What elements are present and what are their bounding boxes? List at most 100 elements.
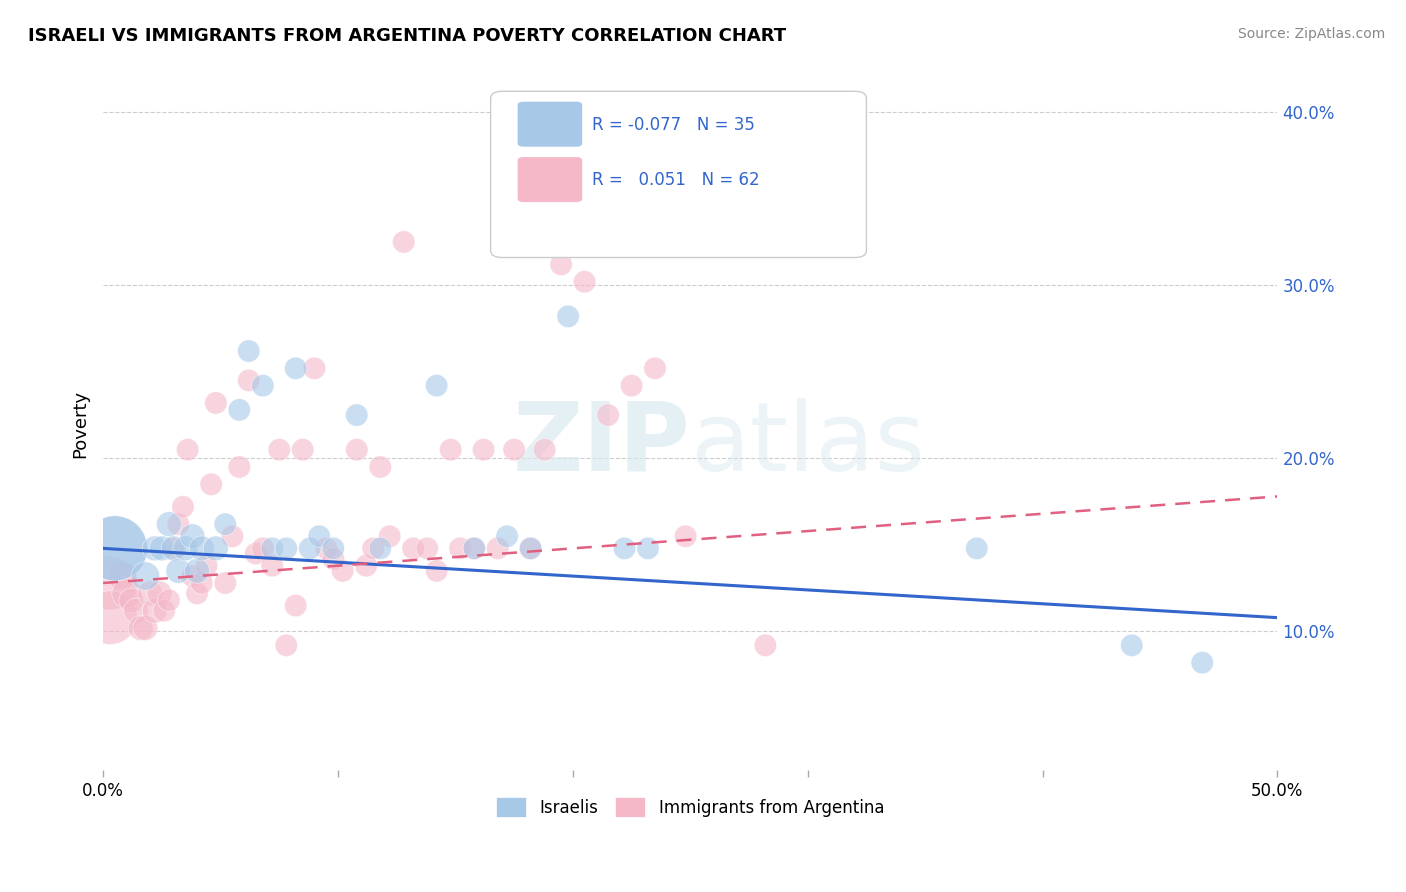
Point — [315, 541, 337, 556]
Point — [162, 541, 184, 556]
Point — [221, 529, 243, 543]
Point — [262, 541, 284, 556]
Point — [284, 361, 307, 376]
FancyBboxPatch shape — [517, 102, 582, 146]
Text: R =   0.051   N = 62: R = 0.051 N = 62 — [592, 171, 759, 189]
Point — [143, 604, 166, 618]
Point — [449, 541, 471, 556]
FancyBboxPatch shape — [491, 91, 866, 258]
Point — [1191, 656, 1213, 670]
Point — [176, 442, 198, 457]
Point — [392, 235, 415, 249]
Point — [167, 517, 190, 532]
Point — [104, 541, 127, 556]
Point — [162, 541, 184, 556]
Text: ISRAELI VS IMMIGRANTS FROM ARGENTINA POVERTY CORRELATION CHART: ISRAELI VS IMMIGRANTS FROM ARGENTINA POV… — [28, 27, 786, 45]
Point — [966, 541, 988, 556]
Point — [416, 541, 439, 556]
Point — [463, 541, 485, 556]
Point — [322, 551, 344, 566]
Point — [596, 408, 619, 422]
Point — [276, 638, 298, 652]
Point — [186, 586, 208, 600]
Point — [157, 593, 180, 607]
Point — [181, 529, 204, 543]
Point — [139, 586, 162, 600]
Point — [120, 593, 142, 607]
Point — [637, 541, 659, 556]
Point — [134, 621, 156, 635]
Text: ZIP: ZIP — [512, 398, 690, 491]
Point — [181, 569, 204, 583]
Point — [298, 541, 321, 556]
Point — [186, 564, 208, 578]
Point — [276, 541, 298, 556]
Point — [368, 541, 391, 556]
Point — [346, 442, 368, 457]
Point — [503, 442, 526, 457]
Point — [440, 442, 463, 457]
Point — [174, 541, 197, 556]
Point — [304, 361, 326, 376]
Point — [129, 621, 152, 635]
Point — [104, 541, 127, 556]
Point — [262, 558, 284, 573]
Point — [111, 569, 134, 583]
Point — [252, 378, 274, 392]
Point — [284, 599, 307, 613]
Point — [486, 541, 509, 556]
Legend: Israelis, Immigrants from Argentina: Israelis, Immigrants from Argentina — [489, 790, 891, 824]
Point — [205, 396, 228, 410]
Point — [125, 604, 148, 618]
Point — [191, 576, 214, 591]
Point — [115, 586, 138, 600]
Point — [620, 378, 643, 392]
Point — [332, 564, 354, 578]
Point — [675, 529, 697, 543]
Point — [269, 442, 291, 457]
Point — [472, 442, 495, 457]
Point — [613, 541, 636, 556]
Text: atlas: atlas — [690, 398, 925, 491]
Point — [238, 343, 260, 358]
Point — [644, 361, 666, 376]
Point — [574, 275, 596, 289]
Point — [519, 541, 541, 556]
Point — [228, 402, 250, 417]
Point — [426, 564, 449, 578]
Point — [134, 569, 156, 583]
Point — [148, 586, 170, 600]
Point — [354, 558, 377, 573]
FancyBboxPatch shape — [517, 157, 582, 202]
Point — [463, 541, 485, 556]
Point — [754, 638, 776, 652]
Point — [426, 378, 449, 392]
Point — [172, 500, 194, 514]
Point — [150, 541, 173, 556]
Point — [200, 477, 222, 491]
Point — [496, 529, 519, 543]
Point — [308, 529, 330, 543]
Point — [550, 257, 572, 271]
Text: Source: ZipAtlas.com: Source: ZipAtlas.com — [1237, 27, 1385, 41]
Y-axis label: Poverty: Poverty — [72, 390, 89, 458]
Point — [519, 541, 541, 556]
Point — [361, 541, 384, 556]
Point — [157, 517, 180, 532]
Point — [167, 564, 190, 578]
Point — [368, 460, 391, 475]
Point — [402, 541, 425, 556]
Point — [153, 604, 176, 618]
Point — [557, 310, 579, 324]
Point — [238, 373, 260, 387]
Point — [252, 541, 274, 556]
Point — [205, 541, 228, 556]
Point — [346, 408, 368, 422]
Point — [245, 547, 267, 561]
Point — [214, 517, 236, 532]
Point — [533, 442, 555, 457]
Point — [98, 576, 121, 591]
Point — [228, 460, 250, 475]
Point — [291, 442, 314, 457]
Point — [322, 541, 344, 556]
